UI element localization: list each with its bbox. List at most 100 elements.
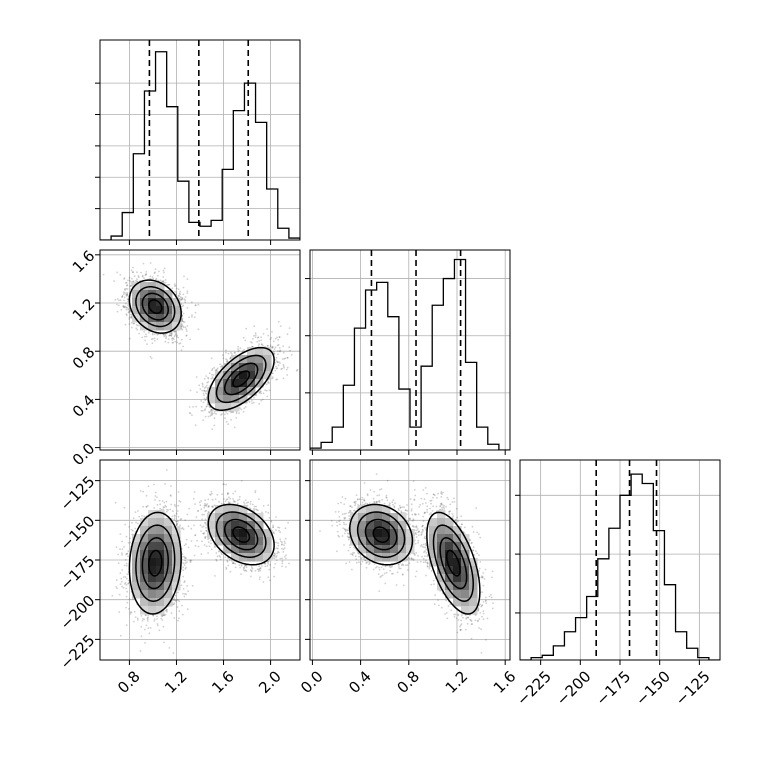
scatter-point [131,522,133,524]
scatter-point [342,521,345,524]
scatter-point [118,299,120,302]
density-cell [366,529,375,538]
scatter-point [379,576,382,578]
scatter-point [173,285,176,287]
scatter-point [464,628,467,631]
scatter-point [249,503,252,505]
scatter-point [256,509,258,511]
density-cell [437,558,446,567]
scatter-point [151,333,154,336]
scatter-point [267,381,269,384]
scatter-point [477,609,480,611]
scatter-point [127,303,130,305]
scatter-point [196,510,199,512]
scatter-point [171,510,174,513]
scatter-point [117,562,120,564]
scatter-point [228,501,231,504]
scatter-point [223,502,226,505]
scatter-point [140,615,143,617]
scatter-point [169,494,172,497]
scatter-point [260,343,263,345]
scatter-point [135,327,138,330]
scatter-point [184,299,187,302]
scatter-point [351,553,354,556]
scatter-point [145,273,148,276]
scatter-point [195,405,198,408]
scatter-point [285,566,287,568]
density-cell [148,542,157,551]
scatter-point [446,617,449,620]
scatter-point [256,568,259,571]
scatter-point [426,511,429,513]
scatter-point [153,333,156,335]
scatter-point [180,338,183,341]
density-cell [148,290,157,299]
scatter-point [344,532,346,535]
scatter-point [418,506,421,508]
scatter-point [214,498,217,500]
density-cell [445,550,454,559]
density-cell [172,558,181,567]
scatter-point [210,377,213,380]
scatter-point [253,505,256,508]
scatter-point [234,566,237,569]
scatter-point [190,559,193,562]
scatter-point [183,564,186,567]
scatter-point [227,423,230,426]
scatter-point [282,548,285,551]
density-cell [239,521,248,530]
scatter-point [230,418,233,421]
scatter-point [251,341,253,344]
scatter-point [378,494,381,496]
density-cell [398,529,407,538]
scatter-point [242,336,245,339]
scatter-point [238,349,240,352]
scatter-point [206,405,208,407]
scatter-point [207,511,210,513]
scatter-point [164,340,167,343]
scatter-point [375,501,378,503]
scatter-point [411,513,414,516]
scatter-point [216,493,219,496]
density-cell [132,542,141,551]
scatter-point [342,527,345,530]
joint-plot-area [102,262,299,430]
density-cell [255,553,264,562]
scatter-point [165,608,168,611]
scatter-point [165,508,168,511]
density-cell [398,521,407,530]
scatter-point [130,317,133,319]
scatter-point [147,331,150,334]
contour-level-1 [356,511,406,558]
scatter-point [361,556,363,559]
scatter-point [271,529,274,532]
density-cell [156,314,165,323]
scatter-point [230,411,232,414]
density-cell [390,521,399,530]
scatter-point [424,542,427,545]
scatter-point [185,538,188,541]
scatter-point [175,600,177,602]
scatter-point [203,409,206,411]
scatter-point [223,483,226,486]
scatter-point [116,310,119,313]
scatter-point [121,554,123,556]
scatter-point [261,565,263,567]
density-cell [263,553,272,562]
scatter-point [406,509,409,512]
density-cell [223,545,232,554]
scatter-point [137,510,139,512]
scatter-point [414,554,416,556]
scatter-point [277,551,280,554]
density-cell [148,322,157,331]
scatter-point [214,575,216,577]
scatter-point [164,504,167,507]
scatter-point [181,604,183,607]
density-cell [172,306,181,315]
density-cell [263,529,272,538]
scatter-point [129,316,132,319]
scatter-point [401,563,404,566]
density-cell [366,505,375,514]
scatter-point [145,624,148,627]
scatter-point [194,503,197,505]
